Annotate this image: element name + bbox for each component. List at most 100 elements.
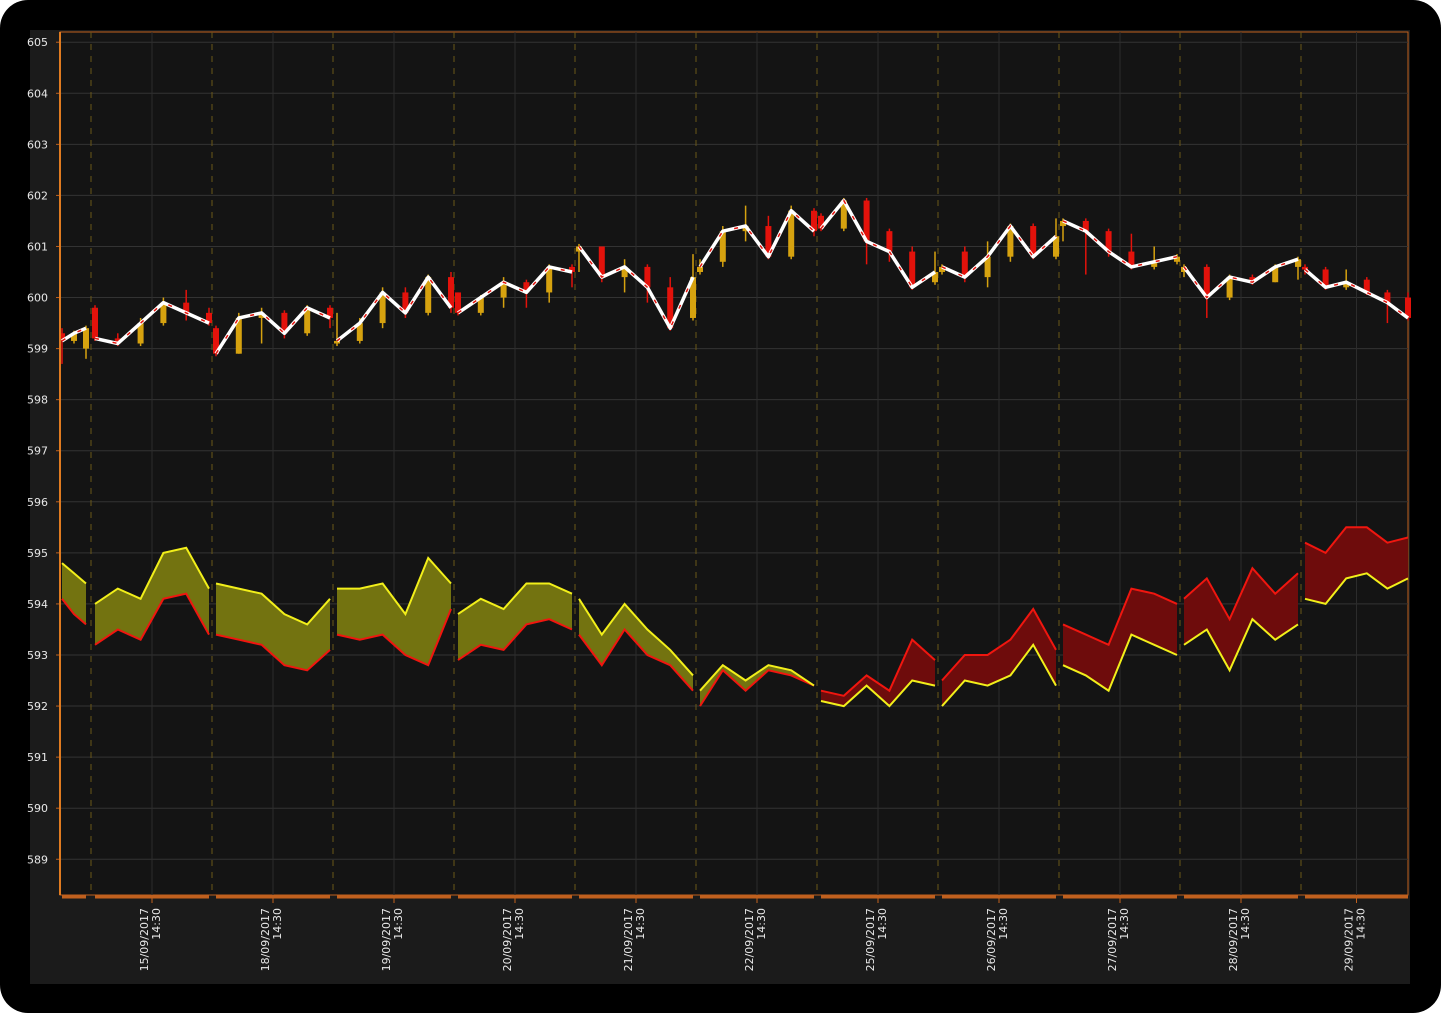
close-line [819, 198, 936, 290]
band-line [337, 556, 452, 617]
x-tick-label: 18/09/2017 [259, 908, 272, 971]
x-tick-label: 14:30 [1118, 908, 1131, 940]
candle-body [477, 297, 484, 313]
y-tick-label: 592 [27, 700, 48, 713]
candle-body [644, 266, 651, 288]
y-tick-label: 604 [27, 87, 48, 100]
x-tick-label: 21/09/2017 [622, 908, 635, 971]
band-line [820, 679, 936, 708]
candle-body [1343, 282, 1350, 288]
close-line [61, 326, 87, 343]
candle-body [334, 340, 340, 344]
candle-body [840, 200, 847, 229]
candle-body [402, 292, 409, 313]
candle-body [909, 251, 916, 288]
candle-body [448, 277, 454, 308]
candle-body [213, 328, 219, 354]
y-tick-label: 595 [27, 547, 48, 560]
x-tick-label: 14:30 [392, 908, 405, 940]
band-line [61, 598, 87, 626]
candle-body [1128, 251, 1135, 267]
candle-body [1302, 266, 1308, 270]
candle-body [1249, 277, 1256, 283]
candle-body [281, 312, 288, 334]
x-tick-label: 14:30 [634, 908, 647, 940]
close-line [1182, 257, 1299, 300]
band-line [457, 582, 573, 615]
x-tick-label: 14:30 [1239, 908, 1252, 940]
candle-body [961, 251, 968, 278]
candle-body [1151, 261, 1158, 267]
candle-body [1384, 292, 1391, 303]
band-line [578, 598, 694, 677]
candle-body [1203, 266, 1210, 298]
candle-body [523, 282, 530, 293]
candle-body [1060, 220, 1066, 227]
band-area [95, 547, 209, 645]
axes: 589 590 591 592 593 594 595 596 597 598 599 600 601 6… [27, 32, 1408, 971]
y-tick-label: 598 [27, 394, 48, 407]
band-line [215, 633, 331, 672]
candle-body [1105, 231, 1112, 252]
x-tick-label: 25/09/2017 [864, 908, 877, 971]
band-line [1062, 633, 1178, 693]
candle-body [1082, 220, 1089, 232]
candle-body [327, 307, 333, 318]
x-tick-label: 20/09/2017 [501, 908, 514, 971]
candle-body [160, 302, 167, 324]
x-tick-label: 14:30 [1355, 908, 1368, 940]
candle-body [598, 246, 605, 278]
x-tick-label: 26/09/2017 [985, 908, 998, 971]
band-line [215, 582, 331, 626]
band-line [941, 607, 1057, 682]
x-tick-label: 15/09/2017 [138, 908, 151, 971]
candle-body [92, 307, 98, 339]
candle-body [569, 266, 575, 273]
x-tick-label: 22/09/2017 [743, 908, 756, 971]
candle-body [697, 266, 703, 273]
candle-body [379, 292, 386, 324]
y-tick-label: 599 [27, 343, 48, 356]
candle-body [1272, 266, 1279, 283]
x-tick-label: 14:30 [271, 908, 284, 940]
candle-body [765, 226, 772, 257]
band-line [820, 638, 936, 697]
candle-body [304, 307, 311, 334]
candle-body [984, 256, 991, 278]
candle-body [1053, 236, 1059, 257]
candle-body [1295, 259, 1301, 267]
band-area [1184, 568, 1298, 671]
candle-body [83, 328, 89, 349]
band-line [457, 618, 573, 661]
band-line [61, 562, 87, 585]
candle-body [939, 266, 945, 273]
x-tick-label: 27/09/2017 [1106, 908, 1119, 971]
plot-area [59, 31, 1409, 896]
candle-body [71, 333, 77, 341]
candle-body [500, 282, 507, 298]
candle-body [1030, 226, 1037, 257]
y-tick-label: 605 [27, 36, 48, 49]
band-line [699, 663, 815, 692]
y-tick-label: 602 [27, 189, 48, 202]
band-line [336, 608, 452, 667]
close-line-dash [94, 301, 210, 345]
candle-body [1007, 226, 1014, 257]
close-line-dash [1062, 220, 1178, 268]
candle-body [206, 312, 212, 324]
band-line [578, 627, 694, 692]
candle-body [932, 272, 938, 283]
candle-body [1363, 279, 1370, 293]
y-tick-label: 600 [27, 292, 48, 305]
close-line [457, 265, 573, 315]
band-line [699, 668, 815, 707]
close-line [1303, 268, 1410, 320]
y-tick-label: 590 [27, 802, 48, 815]
close-line-dash [336, 275, 452, 342]
y-tick-label: 603 [27, 138, 48, 151]
band-line [1304, 526, 1409, 555]
candle-body [788, 210, 795, 257]
candle-body [235, 317, 242, 354]
candle-body [811, 210, 817, 232]
band-line [1183, 566, 1299, 622]
